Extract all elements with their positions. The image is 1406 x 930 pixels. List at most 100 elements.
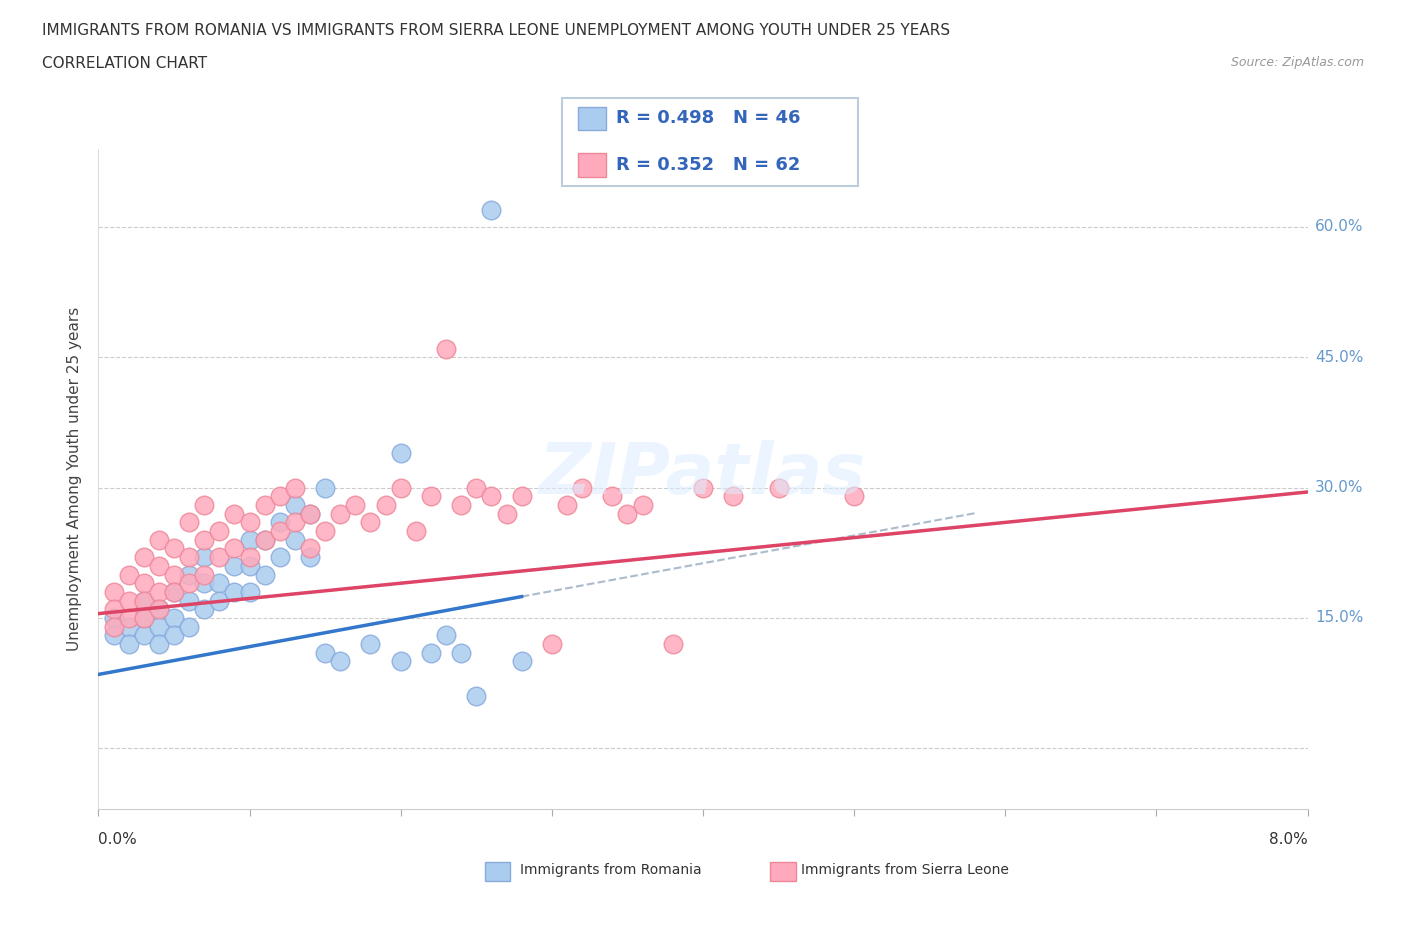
Point bbox=[239, 558, 262, 573]
Point bbox=[344, 498, 367, 512]
Point bbox=[314, 645, 336, 660]
Point bbox=[571, 480, 593, 495]
Point bbox=[419, 645, 441, 660]
Point bbox=[479, 202, 503, 217]
Point bbox=[148, 532, 170, 547]
Point bbox=[329, 654, 352, 669]
Point bbox=[179, 515, 201, 530]
Point bbox=[269, 524, 291, 538]
Point bbox=[193, 532, 215, 547]
Point bbox=[163, 541, 186, 556]
Point bbox=[103, 619, 125, 634]
Point bbox=[148, 637, 170, 652]
Point bbox=[269, 550, 291, 565]
Point bbox=[314, 480, 336, 495]
Text: 15.0%: 15.0% bbox=[1315, 610, 1364, 626]
Point bbox=[224, 541, 246, 556]
Point bbox=[616, 506, 638, 521]
Text: Source: ZipAtlas.com: Source: ZipAtlas.com bbox=[1230, 56, 1364, 69]
Point bbox=[132, 610, 155, 625]
Point bbox=[224, 558, 246, 573]
Point bbox=[239, 550, 262, 565]
Point bbox=[163, 584, 186, 599]
Point bbox=[103, 610, 125, 625]
Point bbox=[193, 498, 215, 512]
Point bbox=[374, 498, 396, 512]
Point bbox=[450, 498, 472, 512]
Text: R = 0.498   N = 46: R = 0.498 N = 46 bbox=[616, 109, 800, 127]
Point bbox=[768, 480, 790, 495]
Point bbox=[118, 637, 141, 652]
Text: 45.0%: 45.0% bbox=[1315, 350, 1364, 365]
Point bbox=[284, 498, 307, 512]
Point bbox=[405, 524, 427, 538]
Point bbox=[299, 541, 322, 556]
Point bbox=[132, 628, 155, 643]
Point bbox=[269, 489, 291, 504]
Point bbox=[299, 550, 322, 565]
Point bbox=[239, 515, 262, 530]
Point bbox=[179, 619, 201, 634]
Point bbox=[148, 602, 170, 617]
Point bbox=[631, 498, 654, 512]
Text: 30.0%: 30.0% bbox=[1315, 480, 1364, 495]
Point bbox=[844, 489, 866, 504]
Point bbox=[118, 593, 141, 608]
Point bbox=[434, 628, 457, 643]
Point bbox=[555, 498, 578, 512]
Point bbox=[692, 480, 714, 495]
Point bbox=[103, 584, 125, 599]
Point bbox=[163, 628, 186, 643]
Point bbox=[118, 567, 141, 582]
Point bbox=[239, 584, 262, 599]
Point bbox=[132, 593, 155, 608]
Text: ZIPatlas: ZIPatlas bbox=[540, 440, 866, 509]
Point bbox=[389, 654, 412, 669]
Point bbox=[450, 645, 472, 660]
Point bbox=[479, 489, 503, 504]
Point bbox=[179, 550, 201, 565]
Point bbox=[132, 576, 155, 591]
Point bbox=[329, 506, 352, 521]
Point bbox=[118, 610, 141, 625]
Point bbox=[540, 637, 562, 652]
Text: Immigrants from Sierra Leone: Immigrants from Sierra Leone bbox=[801, 862, 1010, 877]
Y-axis label: Unemployment Among Youth under 25 years: Unemployment Among Youth under 25 years bbox=[67, 307, 83, 651]
Point bbox=[510, 489, 533, 504]
Point bbox=[224, 506, 246, 521]
Point bbox=[163, 610, 186, 625]
Point bbox=[103, 602, 125, 617]
Point bbox=[495, 506, 517, 521]
Point bbox=[465, 480, 488, 495]
Point bbox=[224, 584, 246, 599]
Point bbox=[284, 515, 307, 530]
Point bbox=[389, 480, 412, 495]
Point bbox=[179, 593, 201, 608]
Text: R = 0.352   N = 62: R = 0.352 N = 62 bbox=[616, 155, 800, 174]
Point bbox=[723, 489, 745, 504]
Point bbox=[253, 532, 276, 547]
Point bbox=[253, 532, 276, 547]
Point bbox=[253, 567, 276, 582]
Point bbox=[314, 524, 336, 538]
Point bbox=[253, 498, 276, 512]
Point bbox=[148, 619, 170, 634]
Text: Immigrants from Romania: Immigrants from Romania bbox=[520, 862, 702, 877]
Point bbox=[148, 584, 170, 599]
Point bbox=[269, 515, 291, 530]
Point bbox=[193, 576, 215, 591]
Point bbox=[208, 576, 231, 591]
Text: 8.0%: 8.0% bbox=[1268, 832, 1308, 847]
Point bbox=[132, 610, 155, 625]
Point bbox=[179, 567, 201, 582]
Point bbox=[208, 593, 231, 608]
Point bbox=[118, 619, 141, 634]
Point bbox=[359, 515, 381, 530]
Point bbox=[465, 689, 488, 704]
Point bbox=[208, 550, 231, 565]
Text: 0.0%: 0.0% bbox=[98, 832, 138, 847]
Point bbox=[193, 602, 215, 617]
Point bbox=[284, 532, 307, 547]
Point bbox=[661, 637, 683, 652]
Point bbox=[299, 506, 322, 521]
